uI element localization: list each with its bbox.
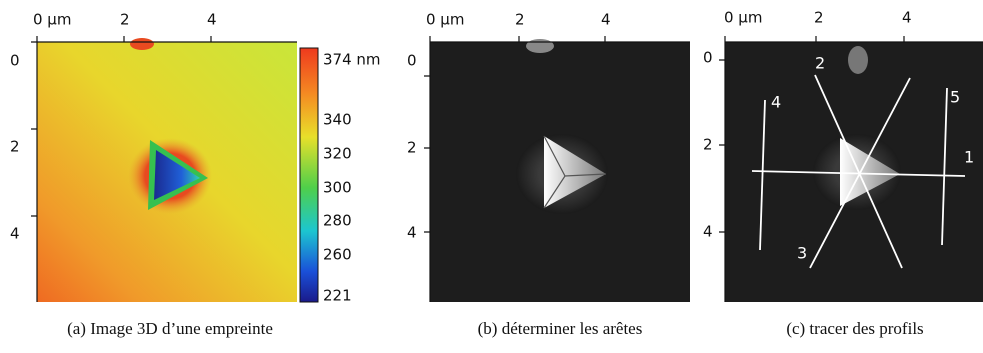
y-tick-label: 2	[703, 136, 713, 154]
profile-label: 3	[797, 244, 807, 263]
y-tick-label: 0	[407, 52, 417, 70]
y-tick-label: 2	[10, 138, 20, 156]
axes	[31, 36, 297, 302]
panel-a: 0 µm 2 4 0 2 4 374 nm 340 320 300 280 26…	[10, 11, 381, 338]
profile-label: 5	[950, 88, 960, 107]
y-tick-label: 2	[407, 139, 417, 157]
colorbar-label: 374 nm	[323, 51, 381, 69]
profile-line	[809, 77, 911, 269]
artifact	[526, 39, 554, 53]
artifact	[848, 46, 868, 74]
edges	[543, 135, 607, 209]
x-tick-label: 2	[120, 11, 130, 29]
indent	[154, 150, 200, 200]
colorbar-label: 260	[323, 246, 352, 264]
axes	[719, 36, 983, 302]
colorbar-label: 340	[323, 111, 352, 129]
artifact	[130, 38, 154, 50]
x-tick-label: 2	[515, 11, 525, 29]
y-tick-label: 0	[703, 49, 713, 67]
indent	[544, 136, 606, 208]
colorbar-label: 300	[323, 179, 352, 197]
x-tick-label: 4	[207, 11, 217, 29]
profile-line	[759, 99, 766, 251]
x-tick-label: 4	[902, 9, 912, 27]
y-tick-label: 0	[10, 52, 20, 70]
y-tick-label: 4	[407, 224, 417, 242]
panel-c: 1 2 3 4 5 0 µm 2 4 0 2 4 (c) tracer des …	[703, 9, 983, 338]
colorbar-label: 320	[323, 145, 352, 163]
x-tick-label: 2	[814, 9, 824, 27]
profile-line	[814, 74, 903, 269]
y-tick-label: 4	[10, 225, 20, 243]
colorbar	[299, 47, 319, 303]
colorbar-label: 221	[323, 287, 352, 305]
indent	[840, 138, 900, 206]
x-tick-label: 4	[601, 11, 611, 29]
x-tick-label: 0 µm	[426, 11, 464, 29]
profile-label: 4	[771, 93, 781, 112]
caption: (b) déterminer les arêtes	[478, 319, 643, 338]
caption: (a) Image 3D d’une empreinte	[67, 319, 273, 338]
axes	[424, 36, 690, 302]
profile-label: 2	[815, 54, 825, 73]
x-tick-label: 0 µm	[724, 9, 762, 27]
profile-line	[941, 87, 948, 246]
colorbar-label: 280	[323, 212, 352, 230]
y-tick-label: 4	[703, 223, 713, 241]
x-tick-label: 0 µm	[33, 11, 71, 29]
panel-b: 0 µm 2 4 0 2 4 (b) déterminer les arêtes	[407, 11, 690, 338]
caption: (c) tracer des profils	[786, 319, 923, 338]
profile-label: 1	[964, 148, 974, 167]
